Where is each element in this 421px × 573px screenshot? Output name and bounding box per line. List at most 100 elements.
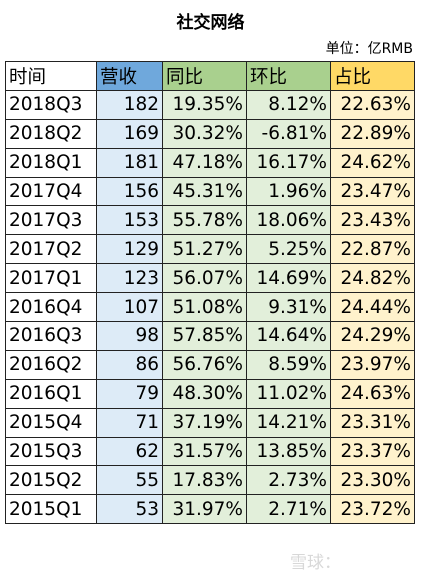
title: 社交网络 (176, 13, 245, 33)
table-cell: 62 (96, 436, 163, 467)
table-cell: 16.17% (246, 147, 331, 178)
table-cell: 98 (96, 321, 163, 351)
watermark: 雪球： (290, 553, 341, 573)
table-cell: 79 (96, 378, 163, 409)
table-cell: 2.71% (246, 494, 331, 525)
header-row: 时间 营收 同比 环比 占比 (5, 61, 415, 91)
table-row: 2018Q1 181 47.18% 16.17% 24.62% (5, 147, 415, 178)
header-cell: 营收 (96, 61, 163, 91)
table-cell: 2015Q4 (5, 407, 97, 438)
table-cell: 24.62% (330, 147, 415, 178)
table-row: 2015Q2 55 17.83% 2.73% 23.30% (5, 465, 415, 496)
table-cell: 17.83% (162, 465, 247, 496)
table-cell: 23.97% (330, 349, 415, 380)
table-cell: 153 (96, 205, 163, 236)
table-cell: 22.89% (330, 118, 415, 149)
table-cell: 169 (96, 118, 163, 149)
table-cell: 48.30% (162, 378, 247, 409)
table-cell: 23.43% (330, 205, 415, 236)
table-cell: 14.21% (246, 407, 331, 438)
table-cell: 24.29% (330, 321, 415, 351)
table-cell: 51.08% (162, 292, 247, 323)
table-cell: 156 (96, 176, 163, 207)
table-cell: 2017Q4 (5, 176, 97, 207)
table-cell: 23.37% (330, 436, 415, 467)
table-cell: 8.59% (246, 349, 331, 380)
table-cell: 2016Q1 (5, 378, 97, 409)
table-cell: 24.82% (330, 263, 415, 294)
table-cell: 2016Q2 (5, 349, 97, 380)
table-cell: 13.85% (246, 436, 331, 467)
table-cell: 2018Q3 (5, 89, 97, 120)
table-row: 2016Q1 79 48.30% 11.02% 24.63% (5, 378, 415, 409)
table-cell: 182 (96, 89, 163, 120)
table-row: 2017Q1 123 56.07% 14.69% 24.82% (5, 263, 415, 294)
table-cell: 24.63% (330, 378, 415, 409)
table-row: 2015Q4 71 37.19% 14.21% 23.31% (5, 407, 415, 438)
table-cell: 5.25% (246, 234, 331, 265)
table-cell: 45.31% (162, 176, 247, 207)
header-cell: 时间 (5, 61, 97, 91)
table-cell: 30.32% (162, 118, 247, 149)
table-cell: 14.64% (246, 321, 331, 351)
table-cell: 2015Q1 (5, 494, 97, 525)
table-cell: 107 (96, 292, 163, 323)
table-cell: 1.96% (246, 176, 331, 207)
header-cell: 同比 (162, 61, 247, 91)
table-cell: 2016Q4 (5, 292, 97, 323)
table-cell: 2017Q2 (5, 234, 97, 265)
table-cell: 57.85% (162, 321, 247, 351)
table-cell: 24.44% (330, 292, 415, 323)
table-cell: 22.63% (330, 89, 415, 120)
table-cell: 2017Q3 (5, 205, 97, 236)
table-cell: 31.57% (162, 436, 247, 467)
table-cell: 2017Q1 (5, 263, 97, 294)
table-cell: 19.35% (162, 89, 247, 120)
table-cell: 22.87% (330, 234, 415, 265)
table-row: 2017Q4 156 45.31% 1.96% 23.47% (5, 176, 415, 207)
table-cell: 2.73% (246, 465, 331, 496)
table-cell: 2016Q3 (5, 321, 97, 351)
data-table: 时间 营收 同比 环比 占比 2018Q3 182 19.35% 8.12% 22.63% 2018… (5, 61, 415, 525)
table-row: 2016Q2 86 56.76% 8.59% 23.97% (5, 349, 415, 380)
table-cell: 9.31% (246, 292, 331, 323)
table-cell: 55.78% (162, 205, 247, 236)
table-cell: 86 (96, 349, 163, 380)
table-cell: 2015Q3 (5, 436, 97, 467)
table-cell: 53 (96, 494, 163, 525)
table-row: 2018Q3 182 19.35% 8.12% 22.63% (5, 89, 415, 120)
table-cell: -6.81% (246, 118, 331, 149)
table-cell: 2015Q2 (5, 465, 97, 496)
table-cell: 2018Q2 (5, 118, 97, 149)
table-row: 2017Q2 129 51.27% 5.25% 22.87% (5, 234, 415, 265)
table-cell: 23.72% (330, 494, 415, 525)
table-cell: 71 (96, 407, 163, 438)
header-cell: 占比 (330, 61, 415, 91)
table-cell: 129 (96, 234, 163, 265)
table-cell: 23.31% (330, 407, 415, 438)
table-cell: 55 (96, 465, 163, 496)
table-cell: 18.06% (246, 205, 331, 236)
table-cell: 23.47% (330, 176, 415, 207)
table-cell: 47.18% (162, 147, 247, 178)
table-row: 2016Q4 107 51.08% 9.31% 24.44% (5, 292, 415, 323)
table-row: 2016Q3 98 57.85% 14.64% 24.29% (5, 321, 415, 351)
table-cell: 31.97% (162, 494, 247, 525)
table-cell: 37.19% (162, 407, 247, 438)
table-cell: 8.12% (246, 89, 331, 120)
table-cell: 123 (96, 263, 163, 294)
table-row: 2017Q3 153 55.78% 18.06% 23.43% (5, 205, 415, 236)
table-cell: 23.30% (330, 465, 415, 496)
table-cell: 56.07% (162, 263, 247, 294)
table-row: 2015Q1 53 31.97% 2.71% 23.72% (5, 494, 415, 525)
header-cell: 环比 (246, 61, 331, 91)
table-cell: 56.76% (162, 349, 247, 380)
table-cell: 11.02% (246, 378, 331, 409)
table-cell: 51.27% (162, 234, 247, 265)
table-row: 2018Q2 169 30.32% -6.81% 22.89% (5, 118, 415, 149)
table-cell: 181 (96, 147, 163, 178)
table-cell: 2018Q1 (5, 147, 97, 178)
table-cell: 14.69% (246, 263, 331, 294)
table-row: 2015Q3 62 31.57% 13.85% 23.37% (5, 436, 415, 467)
